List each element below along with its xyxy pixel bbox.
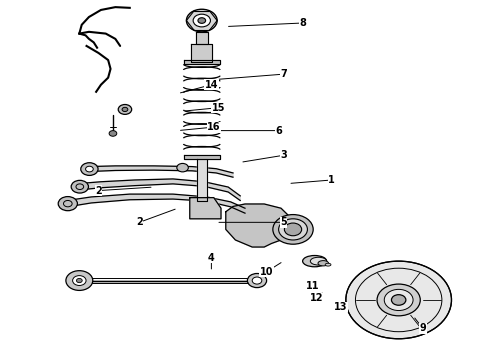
Ellipse shape [310,257,327,265]
Text: 11: 11 [305,281,319,291]
Text: 3: 3 [280,150,287,160]
Text: 4: 4 [208,253,215,262]
Ellipse shape [303,256,327,267]
Circle shape [81,163,98,175]
Text: 16: 16 [207,122,220,132]
Polygon shape [191,44,212,62]
Text: 9: 9 [419,323,426,333]
Ellipse shape [325,263,331,266]
Text: 15: 15 [212,103,225,113]
Circle shape [273,215,313,244]
Text: 8: 8 [299,18,306,28]
Circle shape [198,18,206,23]
Text: 1: 1 [328,175,335,185]
Polygon shape [197,159,207,201]
Text: 6: 6 [275,126,282,136]
Polygon shape [190,198,221,219]
Circle shape [284,223,302,236]
Text: 2: 2 [136,217,143,227]
Circle shape [58,197,77,211]
Polygon shape [67,194,245,213]
Text: 13: 13 [334,302,348,312]
Text: 12: 12 [310,293,324,303]
Circle shape [279,219,307,240]
Polygon shape [184,154,220,159]
Polygon shape [226,204,288,247]
Text: 14: 14 [205,80,218,90]
Circle shape [193,14,210,27]
Circle shape [76,278,82,283]
Text: 10: 10 [260,267,273,277]
Polygon shape [196,32,208,44]
Circle shape [186,9,217,32]
Polygon shape [184,60,220,64]
Circle shape [109,131,117,136]
Circle shape [247,274,267,288]
Circle shape [177,163,188,172]
Circle shape [346,261,451,339]
Circle shape [118,104,132,114]
Circle shape [377,284,420,316]
Circle shape [384,289,413,311]
Circle shape [122,107,128,112]
Circle shape [86,166,93,172]
Text: 7: 7 [280,69,287,79]
Circle shape [392,294,406,305]
Circle shape [71,180,89,193]
Circle shape [73,276,86,285]
Ellipse shape [318,261,329,266]
Text: 2: 2 [95,186,102,195]
Circle shape [66,271,93,291]
Circle shape [252,277,262,284]
Polygon shape [79,179,240,201]
Text: 5: 5 [280,217,287,227]
Polygon shape [89,166,233,177]
